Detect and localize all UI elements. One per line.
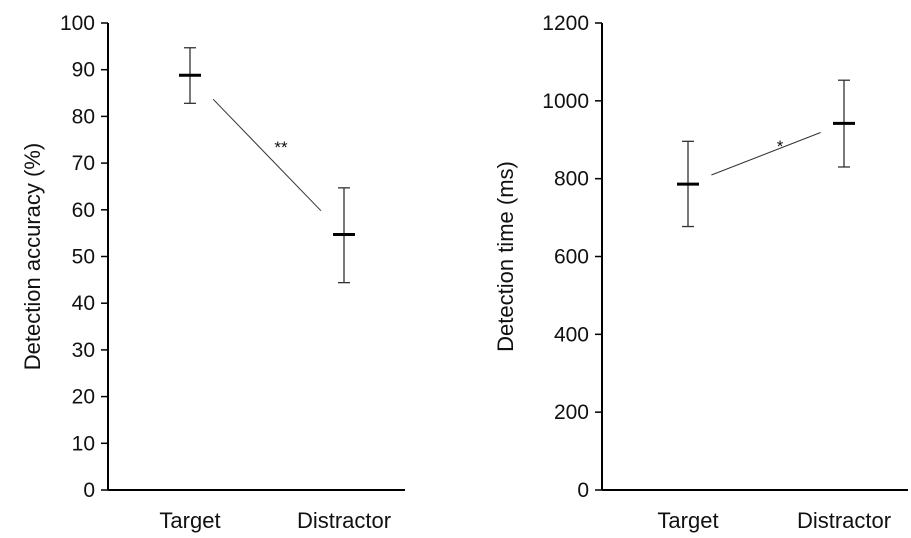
detection-time-chart: 0 200 400 600 800 1000 1200 Detection time (ms)… — [493, 12, 908, 533]
y-tick-label: 10 — [72, 432, 95, 455]
y-tick-label: 60 — [72, 199, 95, 222]
y-axis-title: Detection time (ms) — [493, 161, 518, 352]
y-tick-label: 70 — [72, 152, 95, 175]
y-tick-label: 400 — [554, 323, 589, 346]
y-tick-label: 90 — [72, 59, 95, 82]
y-axis-title: Detection accuracy (%) — [20, 143, 45, 370]
accuracy-chart: 0 10 20 30 40 50 60 70 80 90 100 Detection accuracy… — [20, 12, 405, 533]
y-tick-label: 20 — [72, 386, 95, 409]
significance-marker: * — [777, 137, 784, 156]
y-tick-label: 0 — [83, 479, 95, 502]
y-tick-label: 600 — [554, 246, 589, 269]
y-tick-label: 50 — [72, 246, 95, 269]
connector-line — [212, 98, 322, 212]
y-tick-label: 30 — [72, 339, 95, 362]
x-tick-label: Target — [159, 508, 220, 533]
y-tick-label: 0 — [577, 479, 589, 502]
y-tick-label: 1200 — [542, 12, 589, 35]
x-tick-label: Target — [657, 508, 718, 533]
connector-line — [711, 132, 821, 176]
significance-marker: ** — [274, 138, 288, 157]
y-tick-label: 200 — [554, 401, 589, 424]
y-tick-label: 800 — [554, 168, 589, 191]
y-tick-label: 100 — [60, 12, 95, 35]
x-tick-label: Distractor — [297, 508, 391, 533]
x-tick-label: Distractor — [797, 508, 891, 533]
y-tick-label: 1000 — [542, 90, 589, 113]
y-tick-label: 80 — [72, 105, 95, 128]
y-tick-label: 40 — [72, 292, 95, 315]
